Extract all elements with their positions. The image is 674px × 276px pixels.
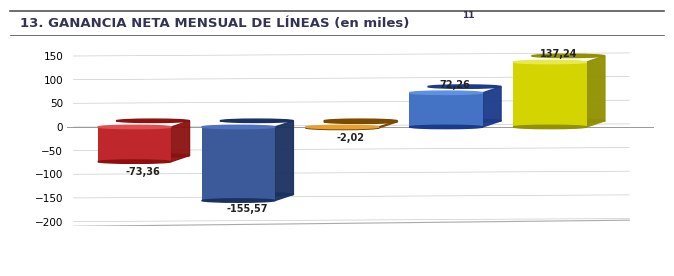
- Ellipse shape: [202, 125, 275, 129]
- Text: 137,24: 137,24: [540, 49, 577, 59]
- Bar: [305, 127, 379, 128]
- Text: 11: 11: [462, 11, 474, 20]
- Ellipse shape: [117, 154, 189, 157]
- Polygon shape: [379, 121, 397, 128]
- Ellipse shape: [220, 193, 293, 196]
- Ellipse shape: [305, 126, 379, 130]
- Ellipse shape: [305, 125, 379, 129]
- Ellipse shape: [202, 199, 275, 202]
- Polygon shape: [171, 121, 189, 162]
- Ellipse shape: [220, 119, 293, 123]
- Text: -73,36: -73,36: [126, 167, 160, 177]
- Ellipse shape: [324, 119, 397, 123]
- Ellipse shape: [324, 120, 397, 123]
- Ellipse shape: [117, 119, 189, 123]
- Ellipse shape: [532, 54, 605, 58]
- Text: -2,02: -2,02: [337, 133, 365, 143]
- Polygon shape: [275, 121, 293, 201]
- Bar: [410, 93, 483, 127]
- Bar: [98, 127, 171, 162]
- Ellipse shape: [532, 119, 605, 123]
- Ellipse shape: [410, 91, 483, 94]
- Ellipse shape: [98, 160, 171, 163]
- Ellipse shape: [428, 85, 501, 88]
- Text: 72,26: 72,26: [439, 80, 470, 90]
- Text: 13. GANANCIA NETA MENSUAL DE LÍNEAS (en miles): 13. GANANCIA NETA MENSUAL DE LÍNEAS (en …: [20, 17, 410, 30]
- Ellipse shape: [428, 119, 501, 123]
- Ellipse shape: [514, 60, 586, 64]
- Ellipse shape: [410, 125, 483, 129]
- Bar: [514, 62, 586, 127]
- Polygon shape: [586, 56, 605, 127]
- Text: -155,57: -155,57: [226, 204, 268, 214]
- Polygon shape: [483, 87, 501, 127]
- Ellipse shape: [514, 125, 586, 129]
- Bar: [202, 127, 275, 201]
- Ellipse shape: [98, 125, 171, 129]
